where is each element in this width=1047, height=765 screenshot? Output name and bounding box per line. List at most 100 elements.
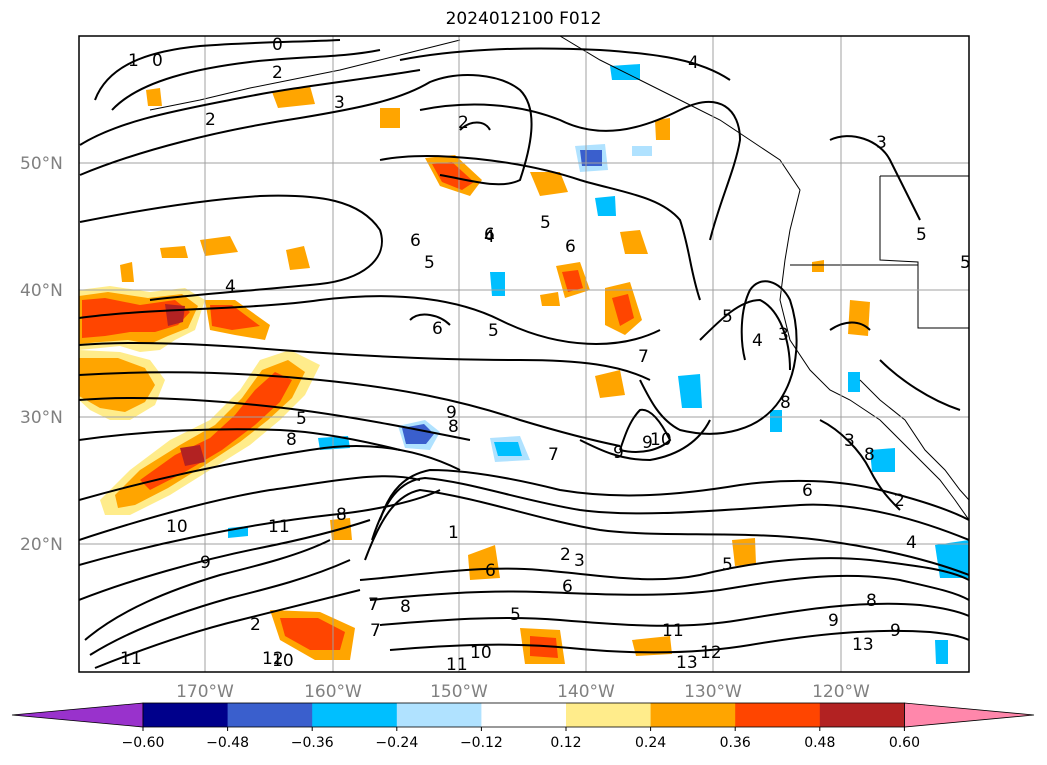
contour-label: 9 (200, 553, 211, 573)
contour-label: 2 (560, 545, 571, 565)
colorbar-segment (819, 703, 905, 727)
contour-label: 7 (370, 621, 381, 641)
contour-label: 13 (676, 653, 698, 673)
gridlines (79, 36, 969, 672)
contour-label: 3 (844, 431, 855, 451)
contour-label: 3 (876, 133, 887, 153)
lat-label-30n: 30°N (20, 408, 63, 428)
contour-label: 11 (446, 655, 468, 675)
contour-label: 9 (613, 443, 624, 463)
contour-label: 4 (906, 533, 917, 553)
shaded-negative-areas (228, 64, 969, 664)
contour-label: 8 (448, 417, 459, 437)
colorbar-tick-label: 0.36 (720, 735, 751, 751)
contour-label: 0 (272, 35, 283, 55)
contour-label: 11 (268, 517, 290, 537)
map-title: 2024012100 F012 (445, 9, 602, 29)
contour-label: 9 (446, 403, 457, 423)
contour-label: 8 (286, 430, 297, 450)
lat-label-50n: 50°N (20, 154, 63, 174)
contour-label: 9 (828, 611, 839, 631)
contour-label: 6 (484, 225, 495, 245)
contour-label: 8 (780, 393, 791, 413)
contour-lines (79, 39, 969, 669)
colorbar-tick-label: 0.60 (889, 735, 920, 751)
colorbar-tick-label: −0.60 (122, 735, 165, 751)
contour-label: 10 (272, 651, 294, 671)
contour-label: 4 (484, 227, 495, 247)
contour-label: 7 (638, 347, 649, 367)
contour-label: 5 (510, 605, 521, 625)
colorbar-segment (227, 703, 313, 727)
contour-label: 10 (470, 643, 492, 663)
contour-label: 1 (128, 51, 139, 71)
colorbar: −0.60 −0.48 −0.36 −0.24 −0.12 0.12 0.24 0.36 0.4… (11, 702, 1035, 751)
contour-label: 6 (432, 319, 443, 339)
contour-label: 6 (410, 231, 421, 251)
contour-label: 2 (458, 113, 469, 133)
colorbar-tick-label: 0.48 (804, 735, 835, 751)
colorbar-tick-label: 0.24 (635, 735, 666, 751)
lat-label-40n: 40°N (20, 281, 63, 301)
contour-label: 6 (485, 561, 496, 581)
contour-label: 5 (722, 307, 733, 327)
contour-label: 8 (866, 591, 877, 611)
contour-label: 1 (448, 523, 459, 543)
colorbar-segment (735, 703, 821, 727)
lon-label-150w: 150°W (430, 682, 488, 702)
contour-label: 4 (225, 277, 236, 297)
contour-label: 11 (662, 621, 684, 641)
lon-label-130w: 130°W (684, 682, 742, 702)
contour-label: 8 (864, 445, 875, 465)
contour-label: 5 (540, 213, 551, 233)
contour-label: 6 (802, 481, 813, 501)
shaded-positive-areas (79, 86, 870, 664)
contour-label: 10 (166, 517, 188, 537)
contour-label: 2 (894, 491, 905, 511)
contour-label: 5 (296, 409, 307, 429)
contour-label: 6 (565, 237, 576, 257)
lon-label-160w: 160°W (304, 682, 362, 702)
lat-label-20n: 20°N (20, 535, 63, 555)
colorbar-segment (396, 703, 482, 727)
colorbar-segment (481, 703, 567, 727)
contour-label: 2 (250, 615, 261, 635)
contour-label: 12 (262, 649, 284, 669)
colorbar-extend-high (904, 702, 1035, 728)
contour-label: 10 (650, 430, 672, 450)
contour-label: 7 (548, 445, 559, 465)
colorbar-tick-label: −0.48 (206, 735, 249, 751)
contour-label: 0 (152, 51, 163, 71)
contour-label: 11 (120, 649, 142, 669)
colorbar-frame (142, 702, 905, 728)
contour-label: 9 (890, 621, 901, 641)
contour-label: 4 (752, 331, 763, 351)
colorbar-tick-label: −0.36 (291, 735, 334, 751)
coastline (149, 36, 969, 521)
contour-label: 5 (722, 555, 733, 575)
colorbar-extend-low (11, 702, 144, 728)
contour-label: 5 (488, 321, 499, 341)
contour-label: 13 (852, 635, 874, 655)
contour-label: 12 (700, 643, 722, 663)
contour-label: 3 (778, 325, 789, 345)
lon-label-120w: 120°W (812, 682, 870, 702)
contour-label: 7 (368, 595, 379, 615)
contour-label: 5 (424, 253, 435, 273)
contour-label: 9 (642, 433, 653, 453)
map-frame (78, 35, 970, 673)
contour-label: 2 (272, 63, 283, 83)
colorbar-segment (312, 703, 398, 727)
contour-label: 2 (205, 110, 216, 130)
contour-label: 4 (688, 53, 699, 73)
colorbar-segment (650, 703, 736, 727)
contour-label: 8 (400, 597, 411, 617)
colorbar-tick-label: −0.24 (375, 735, 418, 751)
contour-label: 3 (334, 93, 345, 113)
colorbar-segment (143, 703, 229, 727)
contour-label: 6 (562, 577, 573, 597)
colorbar-tick-label: −0.12 (460, 735, 503, 751)
